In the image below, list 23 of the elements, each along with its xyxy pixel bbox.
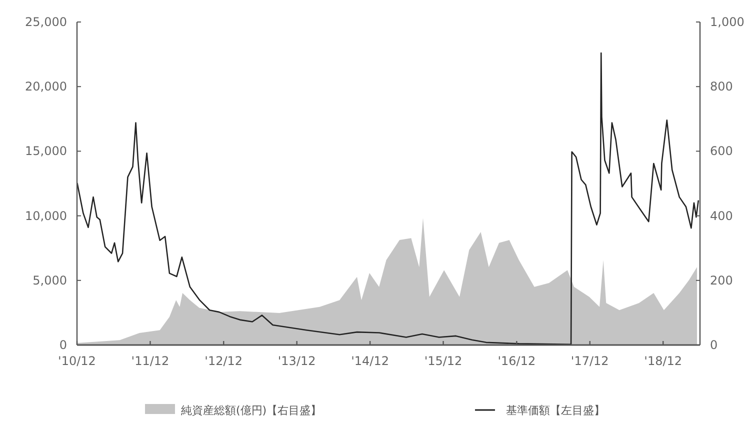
y-tick-label: 15,000 — [25, 144, 67, 158]
x-tick-label: '16/12 — [498, 354, 536, 368]
y-tick-label: 0 — [59, 338, 67, 352]
y2-tick-label: 800 — [710, 80, 733, 94]
y2-tick-label: 400 — [710, 208, 733, 223]
y2-tick-label: 1,000 — [710, 15, 744, 29]
legend-label: 純資産総額(億円)【右目盛】 — [181, 404, 322, 417]
y2-tick-label: 0 — [710, 338, 718, 352]
x-tick-label: '17/12 — [570, 354, 609, 368]
x-tick-label: '18/12 — [644, 354, 682, 368]
x-tick-label: '15/12 — [424, 354, 462, 368]
x-tick-label: '13/12 — [278, 354, 316, 368]
y2-tick-label: 200 — [710, 273, 733, 288]
x-tick-label: '10/12 — [58, 354, 96, 368]
y-tick-label: 20,000 — [25, 80, 67, 94]
x-tick-label: '11/12 — [131, 354, 170, 368]
x-tick-label: '12/12 — [204, 354, 243, 368]
y-tick-label: 10,000 — [25, 208, 67, 223]
y-tick-label: 5,000 — [32, 273, 67, 288]
y2-tick-label: 600 — [710, 144, 733, 158]
y-tick-label: 25,000 — [25, 15, 67, 29]
x-tick-label: '14/12 — [351, 354, 389, 368]
legend-label: 基準価額【左目盛】 — [506, 404, 605, 417]
